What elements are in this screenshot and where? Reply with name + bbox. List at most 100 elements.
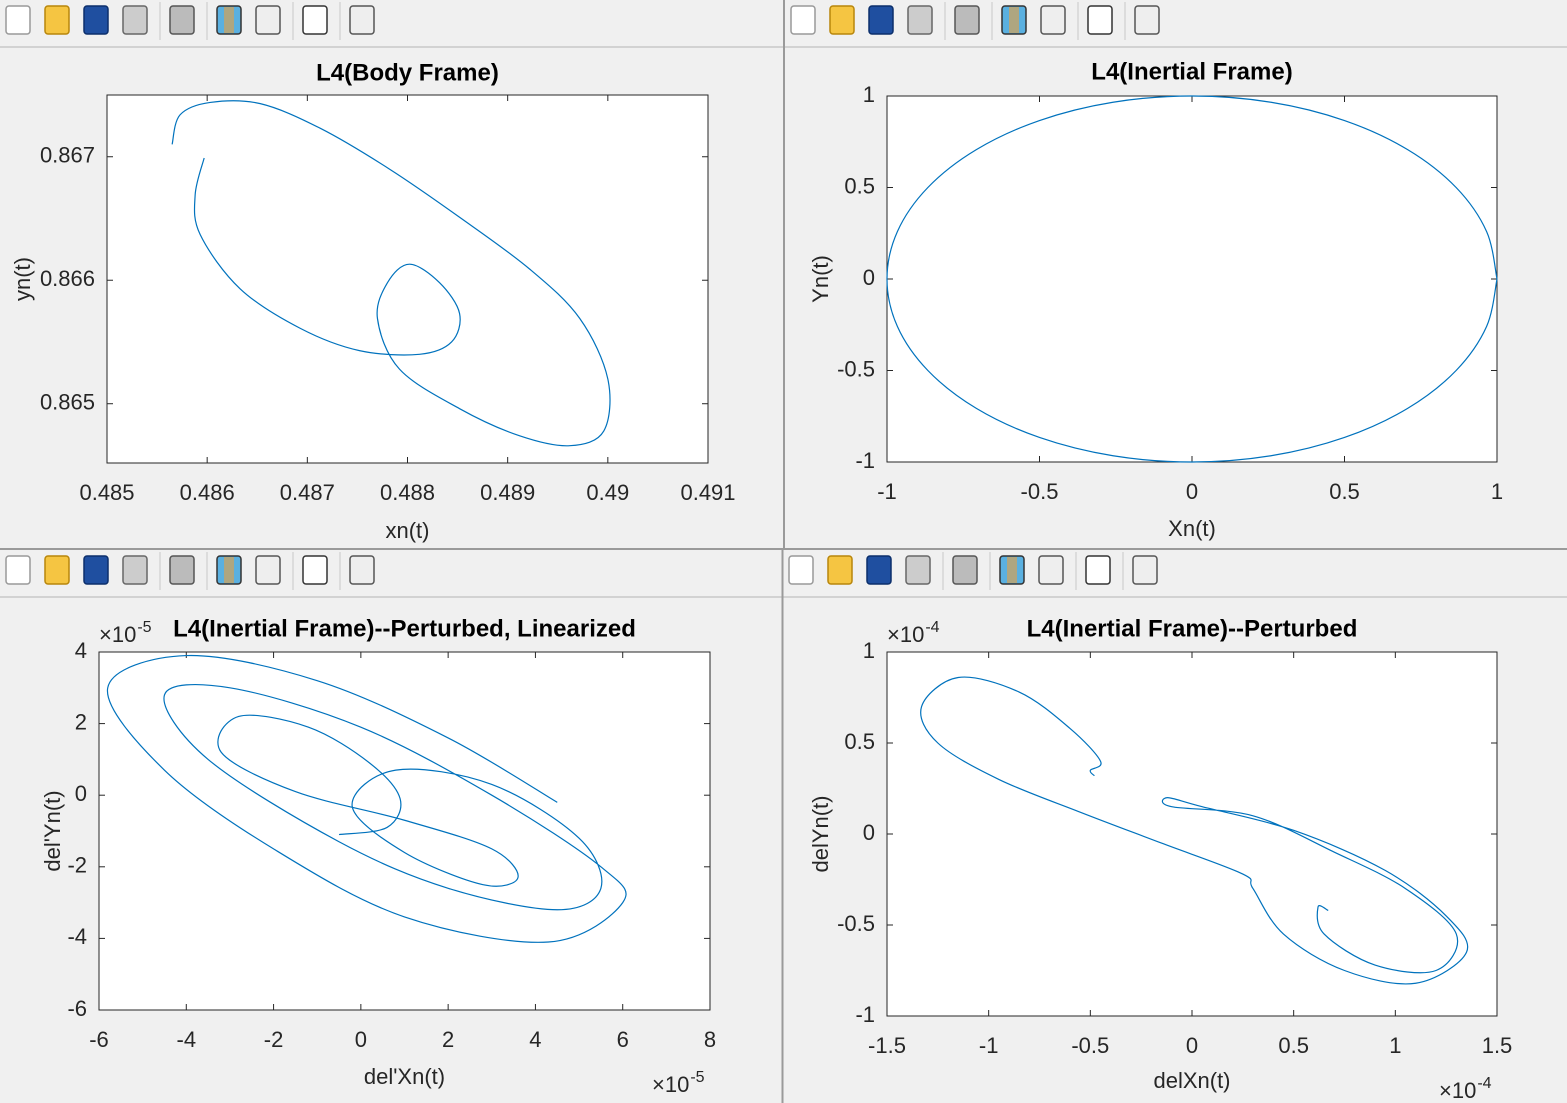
x-tick-label: 1.5: [1482, 1033, 1513, 1058]
x-tick-label: 0: [1186, 479, 1198, 504]
exponent: -5: [137, 619, 151, 636]
icon-gradient: [1009, 7, 1019, 33]
legend-button[interactable]: [1038, 555, 1064, 585]
x-axis-label: xn(t): [386, 518, 430, 543]
open-file-button[interactable]: [829, 5, 855, 35]
icon: [169, 5, 195, 35]
icon: [302, 5, 328, 35]
new-file-button[interactable]: [5, 5, 31, 35]
icon-gradient: [224, 557, 234, 583]
pointer-button[interactable]: [302, 5, 328, 35]
open-file-button[interactable]: [44, 555, 70, 585]
icon: [83, 555, 109, 585]
x-tick-label: 1: [1389, 1033, 1401, 1058]
exponent-base: ×10: [99, 622, 136, 647]
property-editor-button[interactable]: [349, 555, 375, 585]
chart-title: L4(Body Frame): [316, 59, 499, 86]
toolbar: [5, 552, 375, 590]
property-editor-button[interactable]: [1134, 5, 1160, 35]
exponent-base: ×10: [1439, 1078, 1476, 1103]
save-button[interactable]: [866, 555, 892, 585]
icon: [255, 555, 281, 585]
icon: [868, 5, 894, 35]
icon: [1134, 5, 1160, 35]
print-button[interactable]: [905, 555, 931, 585]
icon: [349, 5, 375, 35]
open-file-button[interactable]: [44, 5, 70, 35]
icon: [952, 555, 978, 585]
x-tick-label: 0.489: [480, 480, 535, 505]
print-button[interactable]: [122, 555, 148, 585]
icon: [1087, 5, 1113, 35]
x-tick-label: -0.5: [1071, 1033, 1109, 1058]
x-axis-label: Xn(t): [1168, 516, 1216, 541]
link-plot-button[interactable]: [952, 555, 978, 585]
legend-button[interactable]: [255, 5, 281, 35]
trajectory-line: [171, 100, 611, 447]
icon: [83, 5, 109, 35]
pointer-button[interactable]: [302, 555, 328, 585]
open-file-button[interactable]: [827, 555, 853, 585]
icon: [302, 555, 328, 585]
colorbar-button[interactable]: [999, 555, 1025, 585]
y-tick-label: -4: [67, 924, 87, 949]
exponent-base: ×10: [887, 622, 924, 647]
link-plot-button[interactable]: [954, 5, 980, 35]
save-button[interactable]: [868, 5, 894, 35]
colorbar-button[interactable]: [216, 5, 242, 35]
icon: [44, 555, 70, 585]
y-axis-label: yn(t): [10, 257, 35, 301]
chart-title: L4(Inertial Frame)--Perturbed, Linearize…: [173, 615, 636, 642]
trajectory-line: [886, 95, 1498, 463]
new-file-button[interactable]: [790, 5, 816, 35]
icon-gradient: [224, 7, 234, 33]
y-tick-label: 4: [75, 638, 87, 663]
icon: [255, 5, 281, 35]
colorbar-button[interactable]: [216, 555, 242, 585]
colorbar-button[interactable]: [1001, 5, 1027, 35]
property-editor-button[interactable]: [1132, 555, 1158, 585]
exponent: -4: [925, 619, 939, 636]
chart-title: L4(Inertial Frame): [1091, 58, 1292, 85]
save-button[interactable]: [83, 555, 109, 585]
icon: [1038, 555, 1064, 585]
new-file-button[interactable]: [788, 555, 814, 585]
y-tick-label: 0.867: [40, 143, 95, 168]
x-tick-label: -4: [177, 1027, 197, 1052]
x-tick-label: 0: [355, 1027, 367, 1052]
y-tick-label: 1: [863, 638, 875, 663]
pointer-button[interactable]: [1085, 555, 1111, 585]
y-tick-label: -1: [855, 448, 875, 473]
icon: [790, 5, 816, 35]
property-editor-button[interactable]: [349, 5, 375, 35]
x-tick-label: -2: [264, 1027, 284, 1052]
x-tick-label: 0.486: [180, 480, 235, 505]
print-button[interactable]: [122, 5, 148, 35]
y-axis-label: Yn(t): [808, 255, 833, 303]
y-tick-label: -6: [67, 996, 87, 1021]
y-tick-label: 0: [863, 820, 875, 845]
legend-button[interactable]: [255, 555, 281, 585]
y-tick-label: -2: [67, 853, 87, 878]
new-file-button[interactable]: [5, 555, 31, 585]
x-tick-label: -1: [979, 1033, 999, 1058]
x-tick-label: 0.491: [680, 480, 735, 505]
x-tick-label: 8: [704, 1027, 716, 1052]
x-tick-label: 0: [1186, 1033, 1198, 1058]
legend-button[interactable]: [1040, 5, 1066, 35]
y-tick-label: -0.5: [837, 911, 875, 936]
axes: [886, 95, 1498, 463]
save-button[interactable]: [83, 5, 109, 35]
axes: [106, 94, 709, 464]
link-plot-button[interactable]: [169, 5, 195, 35]
pointer-button[interactable]: [1087, 5, 1113, 35]
link-plot-button[interactable]: [169, 555, 195, 585]
y-tick-label: 0.5: [844, 729, 875, 754]
y-tick-label: 2: [75, 709, 87, 734]
axes: [886, 651, 1498, 1017]
trajectory-line: [920, 676, 1469, 985]
print-button[interactable]: [907, 5, 933, 35]
icon: [788, 555, 814, 585]
y-tick-label: 0: [863, 265, 875, 290]
icon: [829, 5, 855, 35]
